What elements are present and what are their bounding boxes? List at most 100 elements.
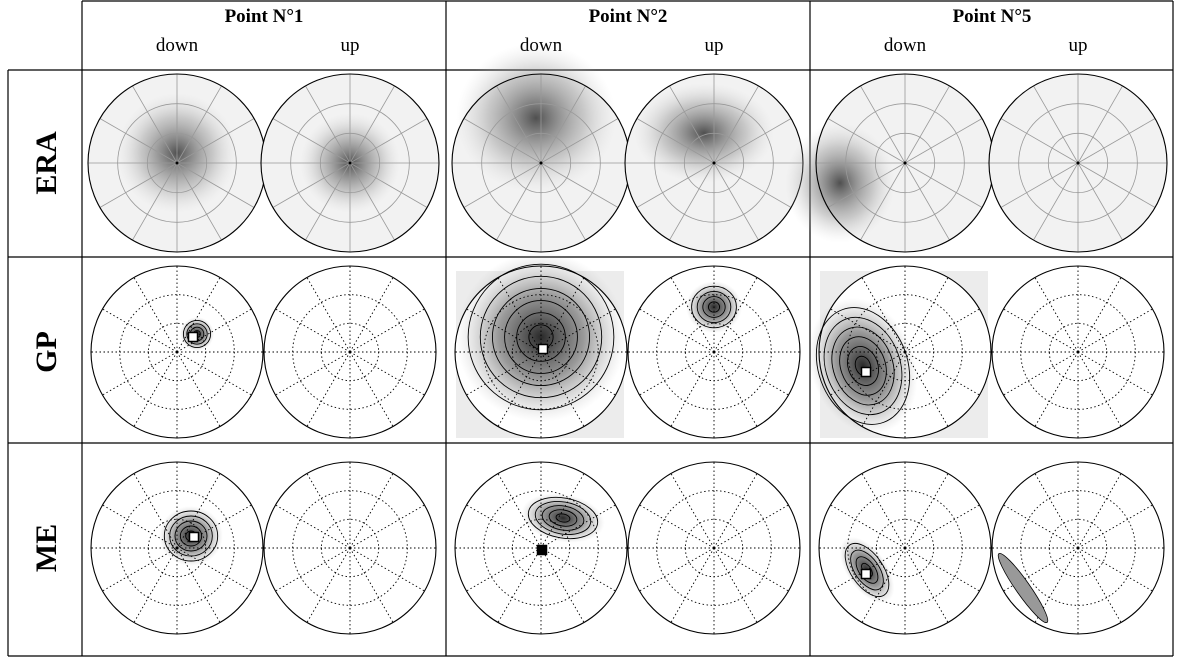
marker xyxy=(187,331,199,343)
center-dot xyxy=(903,161,907,165)
center-dot xyxy=(903,546,907,550)
polar-plot xyxy=(808,265,992,439)
grid-spoke xyxy=(132,162,178,241)
density xyxy=(634,83,774,183)
contour xyxy=(534,501,592,535)
grid-spoke xyxy=(1077,162,1123,241)
column-title: Point N°1 xyxy=(225,6,304,27)
marker xyxy=(860,366,872,378)
center-dot xyxy=(348,546,352,550)
center-dot xyxy=(1076,350,1080,354)
marker xyxy=(188,531,200,543)
center-dot xyxy=(539,161,543,165)
contour xyxy=(855,556,879,584)
grid-spoke xyxy=(1000,162,1079,208)
polar-border xyxy=(454,461,628,635)
density xyxy=(521,493,605,543)
marker xyxy=(536,544,548,556)
grid-spoke xyxy=(827,162,906,208)
grid-spoke xyxy=(176,85,222,164)
grid-spoke xyxy=(1033,162,1079,241)
grid-spoke xyxy=(904,118,983,164)
grid-spoke xyxy=(860,162,906,241)
center-dot xyxy=(348,350,352,354)
grid-spoke xyxy=(272,162,351,208)
contour xyxy=(163,510,219,562)
column-subtitle: down xyxy=(884,35,927,56)
grid-spoke xyxy=(713,118,792,164)
density xyxy=(808,297,918,435)
contour xyxy=(831,326,895,406)
polar-border xyxy=(454,265,628,439)
grid-spoke xyxy=(713,85,759,164)
polar-border xyxy=(263,461,437,635)
grid-spoke xyxy=(349,162,428,208)
contour xyxy=(182,319,212,349)
grid-spoke xyxy=(132,85,178,164)
contour xyxy=(186,323,208,345)
polar-plot xyxy=(785,73,995,253)
polar-border xyxy=(627,265,801,439)
marker xyxy=(537,343,549,355)
grid-spoke xyxy=(349,162,395,241)
grid-spoke xyxy=(540,162,586,241)
polar-plot xyxy=(451,43,631,253)
center-dot xyxy=(175,350,179,354)
contour xyxy=(555,513,571,523)
grid-spoke xyxy=(636,118,715,164)
grid-spoke xyxy=(713,162,792,208)
grid-spoke xyxy=(349,85,395,164)
polar-plot xyxy=(90,265,264,439)
polar-plot xyxy=(87,73,267,253)
grid-spoke xyxy=(713,162,759,241)
column-title: Point N°5 xyxy=(953,6,1032,27)
polar-plot xyxy=(260,73,440,253)
grid-spoke xyxy=(305,162,351,241)
column-subtitle: up xyxy=(705,35,724,56)
grid-spoke xyxy=(99,118,178,164)
polar-border xyxy=(627,461,801,635)
grid-spoke xyxy=(1033,85,1079,164)
polar-plot xyxy=(263,265,437,439)
polar-plot xyxy=(991,265,1165,439)
grid-spoke xyxy=(860,85,906,164)
polar-border xyxy=(818,265,992,439)
polar-plot xyxy=(263,461,437,635)
table-lines xyxy=(7,0,1174,657)
density xyxy=(456,252,626,422)
grid-spoke xyxy=(176,118,255,164)
grid-spoke xyxy=(827,118,906,164)
grid-spoke xyxy=(540,162,619,208)
grid-spoke xyxy=(99,162,178,208)
contour xyxy=(844,543,890,597)
contour xyxy=(707,301,721,313)
grid-spoke xyxy=(636,162,715,208)
grid-spoke xyxy=(904,162,983,208)
center-dot xyxy=(175,546,179,550)
polar-plot xyxy=(624,73,804,253)
center-dot xyxy=(348,161,352,165)
grid-spoke xyxy=(305,85,351,164)
density xyxy=(997,552,1049,624)
polar-border xyxy=(991,461,1165,635)
row-label: ERA xyxy=(30,131,63,195)
grid-spoke xyxy=(1000,118,1079,164)
contour xyxy=(174,520,208,552)
density xyxy=(456,43,616,193)
row-label: GP xyxy=(30,331,63,373)
center-dot xyxy=(1076,546,1080,550)
polar-border xyxy=(263,265,437,439)
contour xyxy=(847,346,879,386)
grid-spoke xyxy=(463,118,542,164)
contour xyxy=(548,509,578,527)
contour xyxy=(823,316,903,416)
column-subtitle: up xyxy=(341,35,360,56)
center-dot xyxy=(903,350,907,354)
contour xyxy=(179,525,203,547)
marker xyxy=(860,568,872,580)
grid-spoke xyxy=(1077,118,1156,164)
grid-spoke xyxy=(669,85,715,164)
polar-border xyxy=(818,461,992,635)
